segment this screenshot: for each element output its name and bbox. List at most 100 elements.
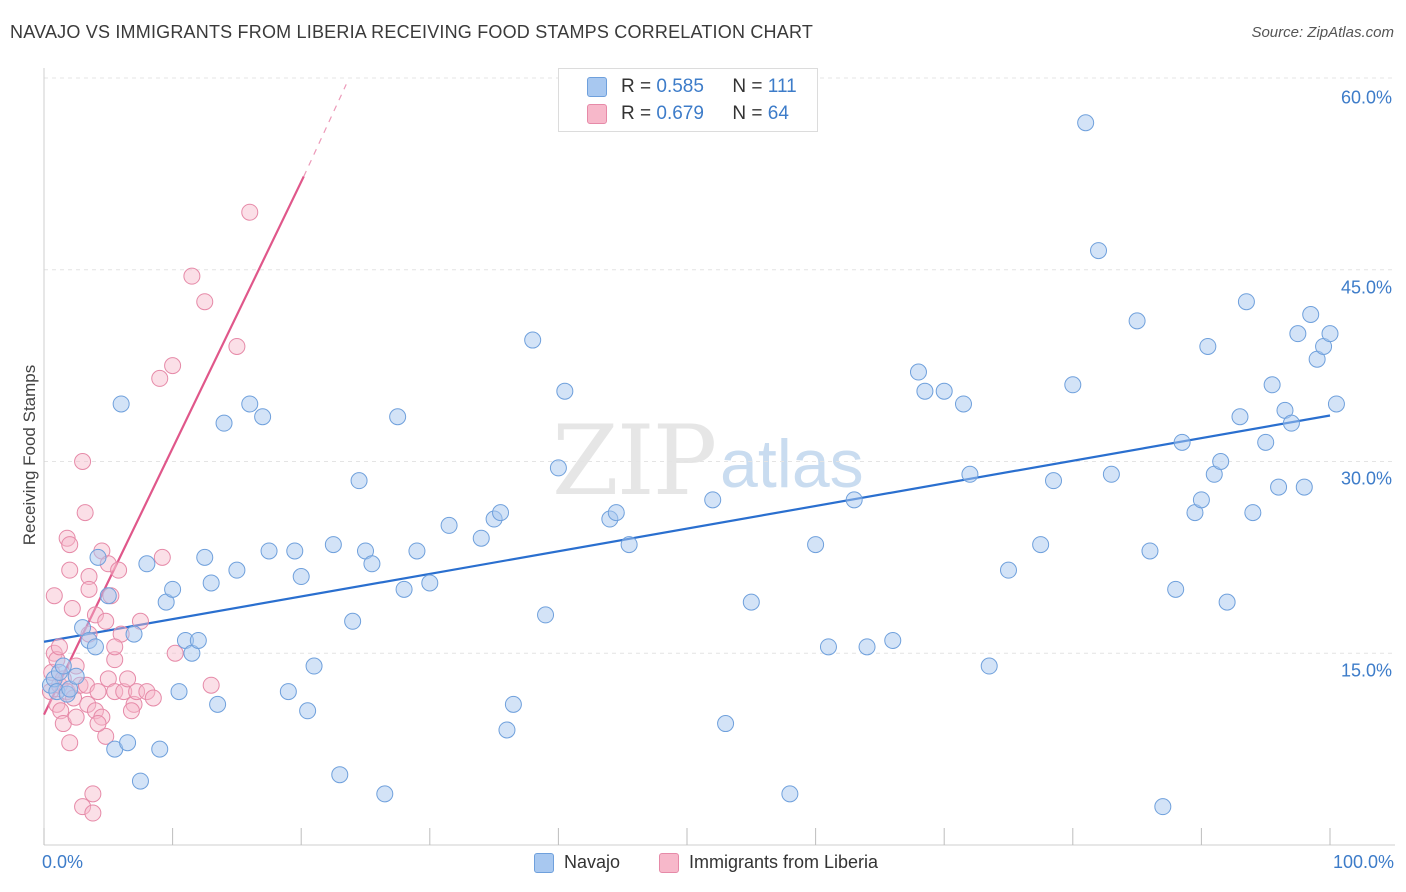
navajo-point xyxy=(1077,114,1095,132)
navajo-point xyxy=(125,625,143,643)
navajo-point xyxy=(717,715,735,733)
liberia-point xyxy=(115,683,133,701)
n-label: N = xyxy=(732,76,763,97)
navajo-point xyxy=(1263,376,1281,394)
liberia-point xyxy=(138,683,156,701)
navajo-point xyxy=(1128,312,1146,330)
navajo-point xyxy=(1045,472,1063,490)
navajo-point xyxy=(472,529,490,547)
navajo-point xyxy=(961,465,979,483)
navajo-point xyxy=(1327,395,1345,413)
navajo-points xyxy=(41,114,1345,816)
navajo-point xyxy=(935,382,953,400)
liberia-point xyxy=(151,369,169,387)
navajo-point xyxy=(119,734,137,752)
liberia-point xyxy=(164,357,182,375)
r-label: R = xyxy=(621,103,652,124)
gridlines xyxy=(44,77,1395,654)
watermark-atlas: atlas xyxy=(720,426,864,502)
navajo-point xyxy=(1199,337,1217,355)
navajo-point xyxy=(324,536,342,554)
series-legend: Navajo Immigrants from Liberia xyxy=(0,852,1406,878)
navajo-point xyxy=(54,657,72,675)
liberia-point xyxy=(241,203,259,221)
liberia-point xyxy=(128,683,146,701)
navajo-point xyxy=(164,580,182,598)
liberia-point xyxy=(228,337,246,355)
navajo-point xyxy=(89,548,107,566)
liberia-point xyxy=(86,702,104,720)
r-value: 0.679 xyxy=(656,103,704,124)
chart-title: NAVAJO VS IMMIGRANTS FROM LIBERIA RECEIV… xyxy=(10,22,814,42)
navajo-point xyxy=(549,459,567,477)
liberia-point xyxy=(74,453,92,470)
navajo-point xyxy=(241,395,259,413)
navajo-point xyxy=(954,395,972,413)
navajo-point xyxy=(884,631,902,649)
liberia-point xyxy=(67,708,85,726)
navajo-point xyxy=(202,574,220,592)
navajo-point xyxy=(1231,408,1249,426)
navajo-point xyxy=(260,542,278,560)
liberia-point xyxy=(61,561,79,579)
navajo-point xyxy=(498,721,516,739)
liberia-point xyxy=(45,587,63,605)
source-credit: Source: ZipAtlas.com xyxy=(1251,24,1394,41)
y-tick-label: 45.0% xyxy=(1340,277,1392,298)
axes xyxy=(43,68,1395,846)
liberia-point xyxy=(63,600,81,618)
liberia-point xyxy=(80,580,98,598)
navajo-point xyxy=(1154,798,1172,816)
navajo-point xyxy=(408,542,426,560)
liberia-point xyxy=(97,612,115,630)
liberia-swatch xyxy=(659,852,679,873)
y-tick-label: 15.0% xyxy=(1340,660,1392,681)
x-tick-label: 100.0% xyxy=(1332,852,1394,872)
liberia-point xyxy=(84,804,102,822)
liberia-point xyxy=(50,638,68,656)
liberia-point xyxy=(183,267,201,285)
liberia-points xyxy=(41,203,259,822)
liberia-point xyxy=(74,798,92,816)
y-axis-label: Receiving Food Stamps xyxy=(20,364,39,546)
navajo-point xyxy=(151,740,169,758)
liberia-point xyxy=(153,548,171,566)
navajo-point xyxy=(395,580,413,598)
navajo-point xyxy=(131,772,149,790)
navajo-point xyxy=(189,631,207,649)
navajo-point xyxy=(209,695,227,713)
navajo-swatch xyxy=(534,852,554,873)
navajo-point xyxy=(537,606,555,624)
navajo-trend-line xyxy=(43,414,1331,643)
navajo-point xyxy=(1282,414,1300,432)
navajo-point xyxy=(299,702,317,720)
n-value: 64 xyxy=(767,103,789,124)
navajo-point xyxy=(350,472,368,490)
navajo-point xyxy=(286,542,304,560)
r-label: R = xyxy=(621,76,652,97)
liberia-point xyxy=(89,683,107,701)
navajo-point xyxy=(524,331,542,349)
navajo-point xyxy=(909,363,927,381)
liberia-trend-extension xyxy=(303,84,347,177)
liberia-point xyxy=(202,676,220,694)
navajo-point xyxy=(980,657,998,675)
liberia-point xyxy=(97,727,115,745)
navajo-point xyxy=(845,491,863,509)
navajo-point xyxy=(440,516,458,534)
navajo-point xyxy=(1167,580,1185,598)
navajo-point xyxy=(1090,242,1108,260)
navajo-point xyxy=(1064,376,1082,394)
legend-item-navajo[interactable]: Navajo xyxy=(534,852,620,873)
liberia-point xyxy=(122,702,140,720)
liberia-point xyxy=(144,689,162,707)
navajo-point xyxy=(254,408,272,426)
navajo-point xyxy=(556,382,574,400)
navajo-point xyxy=(67,667,85,685)
legend-item-liberia[interactable]: Immigrants from Liberia xyxy=(659,852,878,873)
navajo-point xyxy=(1257,433,1275,451)
liberia-point xyxy=(84,785,102,803)
liberia-point xyxy=(119,670,137,688)
navajo-point xyxy=(492,504,510,522)
